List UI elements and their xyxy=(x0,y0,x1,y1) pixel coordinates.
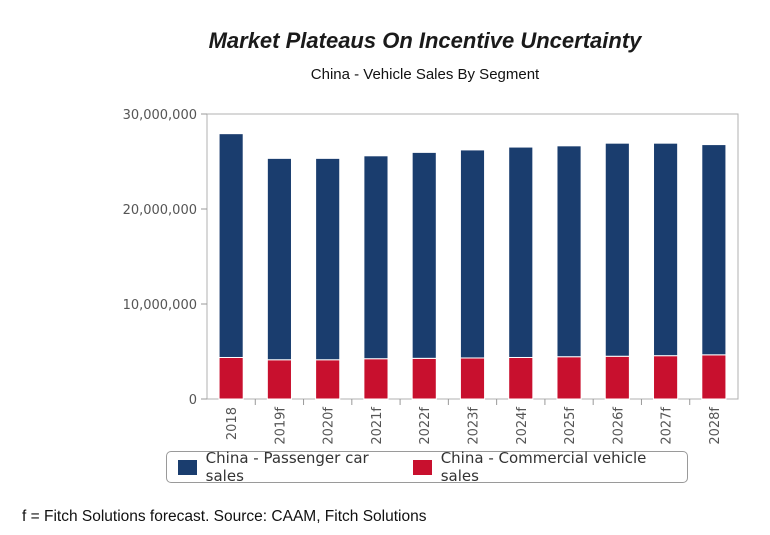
x-tick-label: 2027f xyxy=(660,407,675,445)
chart-title: Market Plateaus On Incentive Uncertainty xyxy=(208,28,642,53)
x-tick-label: 2026f xyxy=(611,407,626,445)
bar-passenger-2024f xyxy=(508,146,534,358)
x-tick-label: 2023f xyxy=(467,407,482,445)
bar-commercial-2020f xyxy=(315,359,341,400)
y-tick-label: 0 xyxy=(189,393,197,408)
legend-label-passenger: China - Passenger car sales xyxy=(205,449,369,485)
y-tick-label: 20,000,000 xyxy=(123,203,197,218)
bar-passenger-2023f xyxy=(459,149,486,359)
legend-item-commercial[interactable]: China - Commercial vehicle sales xyxy=(412,449,673,485)
bar-commercial-2027f xyxy=(653,355,679,400)
bar-commercial-2025f xyxy=(556,356,582,400)
x-tick-label: 2025f xyxy=(563,407,578,445)
x-tick-label: 2022f xyxy=(418,407,433,445)
footer-note: f = Fitch Solutions forecast. Source: CA… xyxy=(22,508,427,525)
bar-commercial-2019f xyxy=(266,359,292,400)
legend-swatch-commercial xyxy=(412,458,433,476)
bar-passenger-2028f xyxy=(701,144,727,356)
bar-commercial-2026f xyxy=(604,355,630,400)
bar-commercial-2024f xyxy=(508,356,534,400)
bar-passenger-2022f xyxy=(411,151,437,359)
bar-passenger-2025f xyxy=(556,145,582,358)
x-tick-label: 2021f xyxy=(370,407,385,445)
chart-subtitle: China - Vehicle Sales By Segment xyxy=(310,66,540,83)
y-tick-label: 30,000,000 xyxy=(123,108,197,123)
bar-passenger-2026f xyxy=(604,142,630,357)
bar-commercial-2018 xyxy=(218,356,244,400)
bar-passenger-2018 xyxy=(218,133,244,358)
bar-commercial-2028f xyxy=(701,354,727,400)
bar-passenger-2020f xyxy=(315,157,341,361)
bar-passenger-2019f xyxy=(266,157,292,361)
y-tick-label: 10,000,000 xyxy=(123,298,197,313)
x-tick-label: 2028f xyxy=(708,407,723,445)
x-tick-label: 2018 xyxy=(225,407,240,440)
bar-passenger-2027f xyxy=(653,142,679,357)
bar-passenger-2021f xyxy=(363,155,389,360)
x-tick-label: 2019f xyxy=(273,407,288,445)
x-tick-label: 2020f xyxy=(322,407,337,445)
x-tick-label: 2024f xyxy=(515,407,530,445)
bar-commercial-2021f xyxy=(363,358,389,400)
legend-label-commercial: China - Commercial vehicle sales xyxy=(440,449,647,485)
bar-commercial-2023f xyxy=(459,357,486,400)
bar-chart: 0 10,000,000 20,000,000 30,000,000 2018 2019f… xyxy=(123,108,739,445)
legend-item-passenger[interactable]: China - Passenger car sales xyxy=(177,449,398,485)
bar-commercial-2022f xyxy=(411,357,437,400)
legend-swatch-passenger xyxy=(177,458,198,476)
chart-legend: China - Passenger car sales China - Comm… xyxy=(166,449,688,485)
